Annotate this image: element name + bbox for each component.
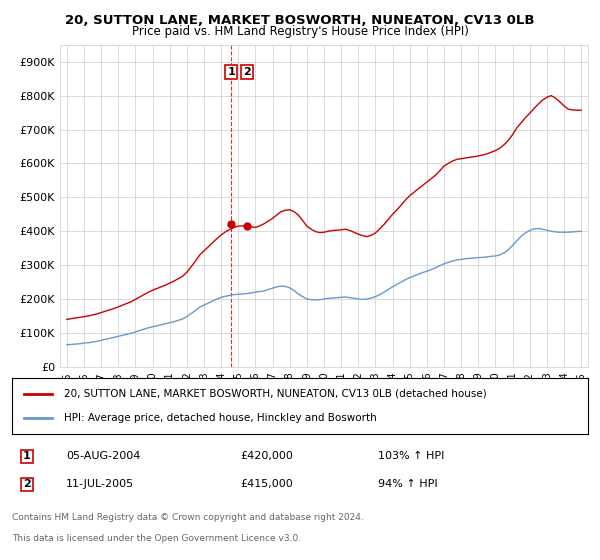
Text: 103% ↑ HPI: 103% ↑ HPI (378, 451, 445, 461)
Text: 94% ↑ HPI: 94% ↑ HPI (378, 479, 437, 489)
Text: 20, SUTTON LANE, MARKET BOSWORTH, NUNEATON, CV13 0LB: 20, SUTTON LANE, MARKET BOSWORTH, NUNEAT… (65, 14, 535, 27)
Text: 2: 2 (23, 479, 31, 489)
Text: £415,000: £415,000 (240, 479, 293, 489)
Text: 05-AUG-2004: 05-AUG-2004 (66, 451, 140, 461)
Text: Contains HM Land Registry data © Crown copyright and database right 2024.: Contains HM Land Registry data © Crown c… (12, 513, 364, 522)
Text: £420,000: £420,000 (240, 451, 293, 461)
Text: 20, SUTTON LANE, MARKET BOSWORTH, NUNEATON, CV13 0LB (detached house): 20, SUTTON LANE, MARKET BOSWORTH, NUNEAT… (64, 389, 487, 399)
Text: 1: 1 (23, 451, 31, 461)
Text: 11-JUL-2005: 11-JUL-2005 (66, 479, 134, 489)
Text: This data is licensed under the Open Government Licence v3.0.: This data is licensed under the Open Gov… (12, 534, 301, 543)
Text: 1: 1 (227, 67, 235, 77)
Text: Price paid vs. HM Land Registry's House Price Index (HPI): Price paid vs. HM Land Registry's House … (131, 25, 469, 38)
Text: HPI: Average price, detached house, Hinckley and Bosworth: HPI: Average price, detached house, Hinc… (64, 413, 377, 423)
Text: 2: 2 (244, 67, 251, 77)
